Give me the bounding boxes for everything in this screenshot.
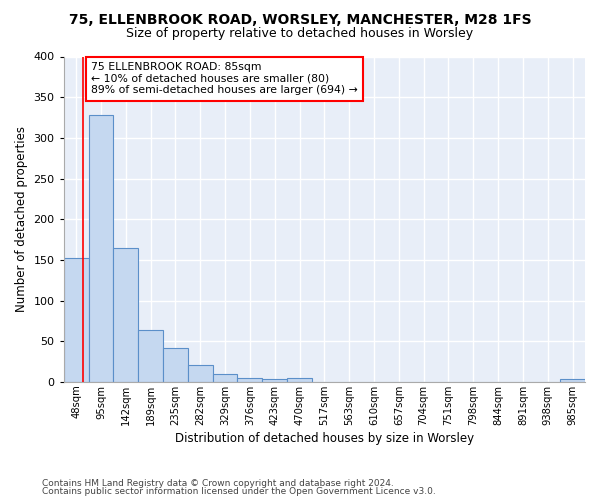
Text: Contains HM Land Registry data © Crown copyright and database right 2024.: Contains HM Land Registry data © Crown c… (42, 478, 394, 488)
Bar (163, 348, 188, 382)
Bar (238, 378, 262, 382)
Bar (287, 378, 312, 382)
X-axis label: Distribution of detached houses by size in Worsley: Distribution of detached houses by size … (175, 432, 474, 445)
Text: 75 ELLENBROOK ROAD: 85sqm
← 10% of detached houses are smaller (80)
89% of semi-: 75 ELLENBROOK ROAD: 85sqm ← 10% of detac… (91, 62, 358, 96)
Bar (212, 374, 238, 382)
Bar (188, 365, 212, 382)
Bar (89, 115, 113, 382)
Bar (64, 258, 89, 382)
Text: Size of property relative to detached houses in Worsley: Size of property relative to detached ho… (127, 28, 473, 40)
Bar (560, 378, 585, 382)
Y-axis label: Number of detached properties: Number of detached properties (15, 126, 28, 312)
Bar (113, 248, 138, 382)
Bar (262, 378, 287, 382)
Text: Contains public sector information licensed under the Open Government Licence v3: Contains public sector information licen… (42, 487, 436, 496)
Text: 75, ELLENBROOK ROAD, WORSLEY, MANCHESTER, M28 1FS: 75, ELLENBROOK ROAD, WORSLEY, MANCHESTER… (68, 12, 532, 26)
Bar (138, 330, 163, 382)
